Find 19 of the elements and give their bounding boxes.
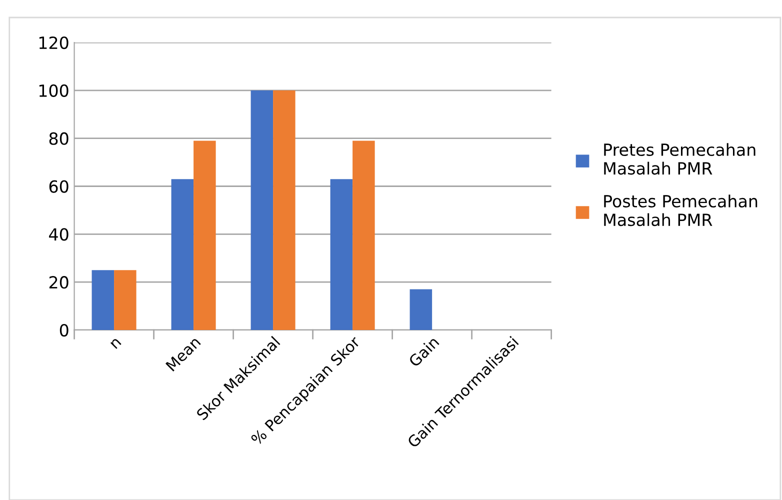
bar [352,140,375,330]
bar [114,270,136,330]
bar [194,140,216,330]
bar [410,289,432,330]
x-tick-label: n [110,338,122,349]
bar [273,90,296,330]
legend-label: Postes Pemecahan Masalah PMR [604,194,758,226]
y-tick-label: 120 [39,36,68,50]
y-tick-label: 80 [49,132,68,145]
bar [250,90,274,330]
y-tick-label: 60 [49,180,68,193]
bar [330,179,353,330]
bar [171,179,194,330]
y-tick-label: 0 [60,324,68,337]
y-tick-label: 100 [39,84,68,97]
legend-label: Pretes Pemecahan Masalah PMR [604,143,756,175]
bar [92,270,114,330]
y-tick-label: 40 [49,228,68,241]
y-tick-label: 20 [49,276,68,289]
